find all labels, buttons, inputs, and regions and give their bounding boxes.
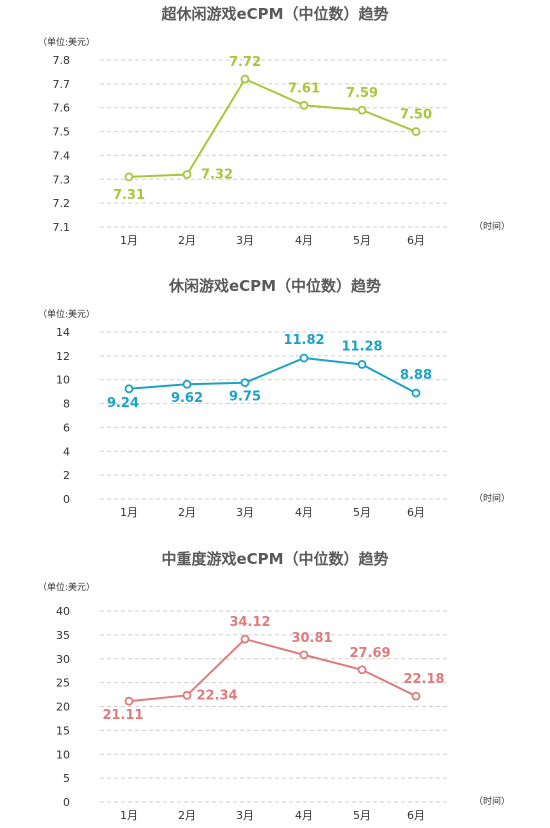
y-tick-label: 0 [63,796,70,809]
x-axis-unit-label: （时间） [474,220,510,232]
x-tick-label: 5月 [353,506,371,519]
y-tick-label: 10 [56,748,70,761]
y-tick-label: 20 [56,701,70,714]
y-tick-label: 7.8 [53,54,71,67]
chart-title: 休闲游戏eCPM（中位数）趋势 [168,277,381,295]
y-tick-label: 5 [63,772,70,785]
data-label: 7.72 [229,55,261,70]
data-point [357,360,367,369]
data-label: 11.82 [283,333,324,348]
x-tick-label: 1月 [120,234,138,247]
x-tick-label: 6月 [407,506,425,519]
y-tick-label: 0 [63,493,70,506]
data-point [240,378,250,388]
data-point [357,665,367,675]
y-axis-unit-label: （单位:美元） [38,36,95,48]
data-label: 9.24 [107,396,139,411]
data-label: 27.69 [349,646,390,661]
data-point [124,172,134,182]
x-tick-label: 2月 [178,234,196,247]
x-tick-label: 3月 [236,234,254,247]
data-point [182,690,192,700]
data-label: 21.11 [102,708,143,723]
data-point [182,170,192,179]
y-tick-label: 12 [56,350,70,363]
y-tick-label: 7.1 [53,221,71,234]
data-point [182,379,192,389]
x-tick-label: 5月 [353,809,371,822]
x-tick-label: 4月 [295,809,313,822]
y-tick-label: 7.6 [53,102,71,115]
y-tick-label: 2 [63,469,70,482]
data-label: 22.34 [196,688,237,703]
x-tick-label: 4月 [295,234,313,247]
x-tick-label: 4月 [295,506,313,519]
x-tick-label: 6月 [407,234,425,247]
data-label: 11.28 [341,339,382,354]
x-tick-label: 3月 [236,506,254,519]
y-tick-label: 8 [63,398,70,411]
data-point [299,650,309,660]
series-line [128,77,417,178]
series-line [128,356,417,394]
y-tick-label: 7.7 [53,78,71,91]
y-axis-unit-label: （单位:美元） [38,308,95,320]
data-label: 9.75 [229,390,261,405]
y-tick-label: 7.3 [53,173,71,186]
y-tick-label: 10 [56,374,70,387]
chart-title: 中重度游戏eCPM（中位数）趋势 [161,550,388,568]
y-tick-label: 7.5 [53,126,71,139]
data-point [411,691,421,701]
y-tick-label: 30 [56,653,70,666]
data-label: 7.61 [288,81,320,96]
x-tick-label: 6月 [407,809,425,822]
data-point [411,388,421,398]
data-label: 34.12 [229,615,270,630]
y-tick-label: 25 [56,677,70,690]
data-point [299,353,309,363]
data-label: 7.50 [400,108,432,123]
y-tick-label: 4 [63,445,70,458]
x-axis-unit-label: （时间） [474,492,510,504]
y-tick-label: 7.2 [53,197,71,210]
series-line [128,637,417,703]
y-tick-label: 35 [56,629,70,642]
x-tick-label: 2月 [178,506,196,519]
x-tick-label: 2月 [178,809,196,822]
data-label: 7.59 [346,86,378,101]
y-tick-label: 14 [56,326,70,339]
x-tick-label: 1月 [120,809,138,822]
y-tick-label: 15 [56,724,70,737]
chart-title: 超休闲游戏eCPM（中位数）趋势 [160,5,388,23]
data-point [240,634,250,644]
y-tick-label: 7.4 [53,149,71,162]
data-label: 7.32 [201,168,233,183]
y-axis-unit-label: （单位:美元） [38,581,95,593]
data-point [299,100,309,110]
chart-2: 休闲游戏eCPM（中位数）趋势 （单位:美元） 0 2 4 6 8 10 12 14 1月 2月 3月 4… [38,277,510,519]
data-label: 7.31 [113,188,145,203]
y-tick-label: 40 [56,605,70,618]
data-point [357,105,367,115]
data-label: 22.18 [403,672,444,687]
chart-1: 超休闲游戏eCPM（中位数）趋势 （单位:美元） 7.1 7.2 7.3 7.4 7.5 7.… [38,5,510,247]
x-axis-unit-label: （时间） [474,795,510,807]
data-point [124,384,134,394]
chart-3: 中重度游戏eCPM（中位数）趋势 （单位:美元） 0 5 10 15 20 25 30 35 40 1… [38,550,510,822]
x-tick-label: 5月 [353,234,371,247]
data-point [240,74,250,84]
data-label: 30.81 [291,631,332,646]
data-point [124,696,134,706]
data-point [411,127,421,136]
x-tick-label: 3月 [236,809,254,822]
x-tick-label: 1月 [120,506,138,519]
y-tick-label: 6 [63,421,70,434]
data-label: 8.88 [400,368,432,383]
data-label: 9.62 [171,391,203,406]
